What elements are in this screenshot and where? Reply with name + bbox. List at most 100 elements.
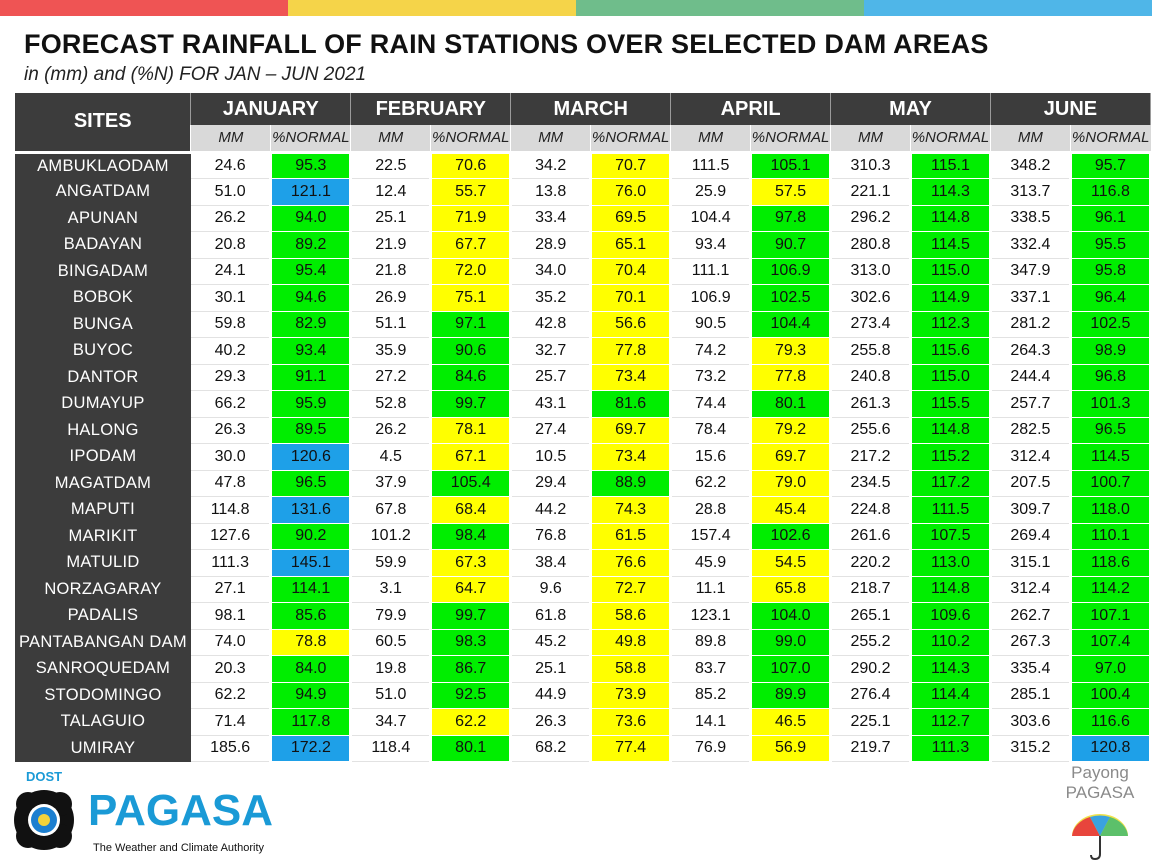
mm-value: 51.1 <box>350 311 431 338</box>
percent-normal-value: 115.5 <box>908 390 992 418</box>
site-name: PADALIS <box>15 602 191 629</box>
rainfall-table: SITES JANUARY FEBRUARY MARCH APRIL MAY JUNE M… <box>15 93 1152 762</box>
percent-normal-value: 73.4 <box>589 443 673 471</box>
mm-value: 24.1 <box>190 258 271 285</box>
mm-value: 315.2 <box>990 735 1071 762</box>
pagasa-logo: DOST PAGASA The Weather and Climate Auth… <box>14 765 284 865</box>
table-row: DANTOR 29.3 91.1 27.2 84.6 25.7 73.4 73.2 77.8 24… <box>15 364 1152 391</box>
site-name: STODOMINGO <box>15 682 191 709</box>
mm-value: 111.5 <box>670 152 751 179</box>
mm-value: 118.4 <box>350 735 431 762</box>
percent-normal-value: 106.9 <box>749 258 833 285</box>
mm-value: 45.2 <box>510 629 591 656</box>
percent-normal-value: 114.8 <box>908 417 992 444</box>
percent-normal-value: 107.4 <box>1068 629 1152 656</box>
page-subtitle: in (mm) and (%N) FOR JAN – JUN 2021 <box>24 64 367 85</box>
percent-normal-value: 58.8 <box>589 655 673 683</box>
mm-value: 74.0 <box>190 629 271 656</box>
percent-normal-value: 76.6 <box>589 549 673 577</box>
mm-value: 25.1 <box>510 655 591 683</box>
mm-value: 267.3 <box>990 629 1071 656</box>
site-name: DUMAYUP <box>15 390 191 417</box>
mm-subheader: MM <box>510 125 591 154</box>
table-row: TALAGUIO 71.4 117.8 34.7 62.2 26.3 73.6 14.1 46.… <box>15 708 1152 736</box>
mm-value: 44.9 <box>510 682 591 709</box>
mm-value: 348.2 <box>990 152 1071 179</box>
mm-value: 303.6 <box>990 708 1071 736</box>
mm-value: 106.9 <box>670 284 751 312</box>
percent-normal-value: 112.7 <box>908 708 992 736</box>
subheader-row: MM %NORMAL MM %NORMAL MM %NORMAL MM %NORMAL MM %N… <box>15 125 1151 154</box>
month-header-june: JUNE <box>989 93 1152 125</box>
percent-normal-value: 56.6 <box>589 311 673 338</box>
percent-normal-value: 110.1 <box>1068 523 1152 550</box>
mm-value: 98.1 <box>190 602 271 630</box>
percent-normal-value: 81.6 <box>589 390 673 418</box>
percent-normal-value: 118.0 <box>1068 496 1152 524</box>
percent-normal-value: 85.6 <box>269 602 353 630</box>
percent-normal-value: 67.1 <box>429 443 513 471</box>
mm-value: 276.4 <box>830 682 911 709</box>
percent-normal-value: 84.6 <box>429 364 513 391</box>
percent-normal-value: 117.2 <box>908 470 992 497</box>
mm-value: 30.1 <box>190 284 271 312</box>
percent-normal-value: 95.3 <box>269 152 353 179</box>
month-header-january: JANUARY <box>190 93 352 125</box>
mm-value: 265.1 <box>830 602 911 630</box>
mm-value: 28.9 <box>510 231 591 259</box>
mm-value: 62.2 <box>670 470 751 497</box>
percent-normal-value: 70.1 <box>589 284 673 312</box>
mm-value: 76.9 <box>670 735 751 762</box>
pagasa-emblem-icon <box>14 790 74 850</box>
mm-value: 66.2 <box>190 390 271 418</box>
percent-normal-value: 107.0 <box>749 655 833 683</box>
percent-normal-value: 58.6 <box>589 602 673 630</box>
site-name: AMBUKLAODAM <box>15 152 191 179</box>
site-name: SANROQUEDAM <box>15 655 191 682</box>
mm-value: 4.5 <box>350 443 431 471</box>
mm-value: 104.4 <box>670 205 751 232</box>
mm-value: 296.2 <box>830 205 911 232</box>
table-row: BUYOC 40.2 93.4 35.9 90.6 32.7 77.8 74.2 79.3 255… <box>15 337 1152 365</box>
mm-value: 281.2 <box>990 311 1071 338</box>
table-row: BOBOK 30.1 94.6 26.9 75.1 35.2 70.1 106.9 102.5 3… <box>15 284 1152 312</box>
percent-normal-value: 69.5 <box>589 205 673 232</box>
mm-value: 12.4 <box>350 178 431 206</box>
percent-normal-value: 96.4 <box>1068 284 1152 312</box>
mm-value: 309.7 <box>990 496 1071 524</box>
percent-normal-value: 110.2 <box>908 629 992 656</box>
mm-value: 34.2 <box>510 152 591 179</box>
mm-subheader: MM <box>190 125 271 154</box>
sites-header: SITES <box>15 93 191 154</box>
percent-normal-value: 120.8 <box>1068 735 1152 762</box>
percent-normal-value: 94.0 <box>269 205 353 232</box>
percent-normal-value: 55.7 <box>429 178 513 206</box>
mm-value: 111.3 <box>190 549 271 577</box>
mm-value: 32.7 <box>510 337 591 365</box>
percent-normal-value: 112.3 <box>908 311 992 338</box>
mm-value: 218.7 <box>830 576 911 603</box>
mm-value: 264.3 <box>990 337 1071 365</box>
dost-label: DOST <box>26 769 62 784</box>
percent-normal-value: 102.5 <box>1068 311 1152 338</box>
percent-normal-value: 111.3 <box>908 735 992 762</box>
mm-value: 24.6 <box>190 152 271 179</box>
percent-normal-value: 49.8 <box>589 629 673 656</box>
mm-value: 71.4 <box>190 708 271 736</box>
percent-normal-value: 80.1 <box>429 735 513 762</box>
percent-normal-value: 92.5 <box>429 682 513 709</box>
percent-normal-subheader: %NORMAL <box>430 125 511 154</box>
mm-value: 79.9 <box>350 602 431 630</box>
percent-normal-subheader: %NORMAL <box>590 125 671 154</box>
percent-normal-value: 113.0 <box>908 549 992 577</box>
umbrella-icon <box>1072 814 1128 861</box>
percent-normal-value: 115.0 <box>908 258 992 285</box>
percent-normal-value: 96.5 <box>1068 417 1152 444</box>
mm-value: 282.5 <box>990 417 1071 444</box>
site-name: MAPUTI <box>15 496 191 523</box>
mm-value: 29.3 <box>190 364 271 391</box>
table-row: HALONG 26.3 89.5 26.2 78.1 27.4 69.7 78.4 79.2 25… <box>15 417 1152 444</box>
mm-value: 219.7 <box>830 735 911 762</box>
mm-value: 310.3 <box>830 152 911 179</box>
percent-normal-value: 70.7 <box>589 152 673 179</box>
